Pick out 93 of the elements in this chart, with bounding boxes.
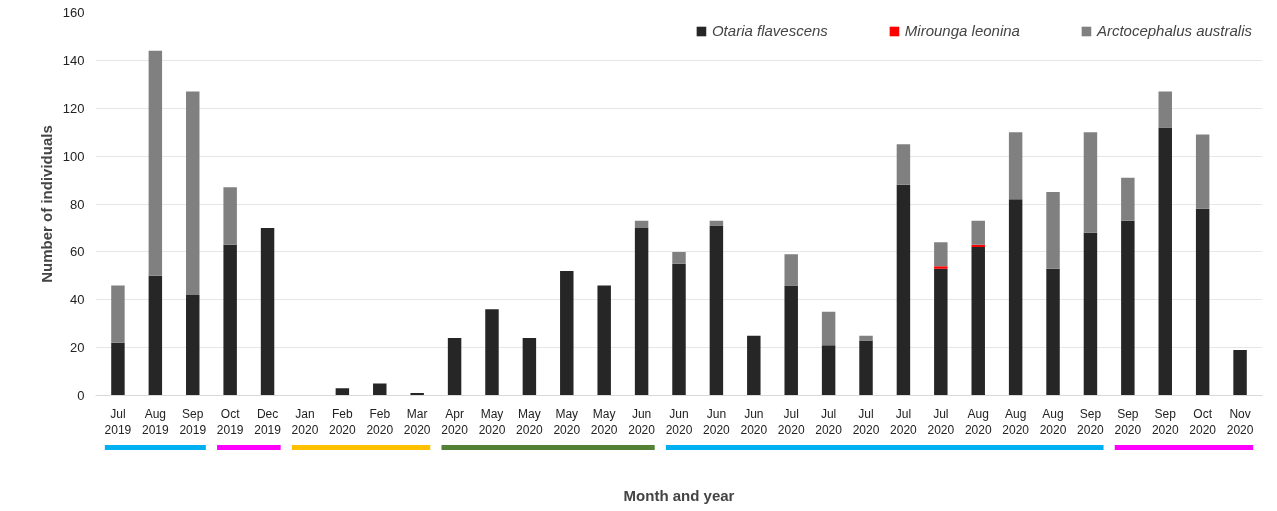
bar xyxy=(859,340,873,396)
x-tick-label: Jun 2020 xyxy=(628,406,656,438)
bar xyxy=(747,335,761,396)
bar xyxy=(260,227,275,396)
x-tick-label: May 2020 xyxy=(590,406,618,438)
x-tick-label: Oct 2020 xyxy=(1189,406,1217,438)
y-tick-label: 20 xyxy=(70,340,85,356)
bar xyxy=(896,184,911,396)
bar xyxy=(223,187,237,245)
bar xyxy=(1195,208,1210,396)
bar xyxy=(1121,220,1135,396)
bar xyxy=(672,251,686,264)
x-tick-label: Aug 2020 xyxy=(1002,406,1030,438)
x-tick-label: Jul 2020 xyxy=(890,406,918,438)
bar xyxy=(522,338,537,396)
bar xyxy=(1083,232,1098,396)
y-tick-label: 100 xyxy=(62,148,85,164)
bar xyxy=(634,220,649,228)
x-axis-title: Month and year xyxy=(623,486,735,504)
bar xyxy=(934,268,948,396)
bar xyxy=(447,338,462,396)
bar xyxy=(784,254,798,286)
bar xyxy=(1158,91,1172,128)
y-tick-label: 0 xyxy=(77,388,85,403)
x-tick-label: Dec 2019 xyxy=(254,406,282,438)
legend-label: Mirounga leonina xyxy=(904,22,1020,39)
bar xyxy=(148,50,163,276)
bar xyxy=(971,220,985,245)
bar xyxy=(1195,134,1210,209)
bar xyxy=(634,227,649,396)
x-tick-label: Jun 2020 xyxy=(703,406,731,438)
bar xyxy=(934,242,948,267)
bar xyxy=(373,383,387,396)
bar xyxy=(896,144,911,185)
x-tick-label: Sep 2020 xyxy=(1114,406,1142,438)
bar xyxy=(186,294,200,396)
x-tick-label: Aug 2019 xyxy=(142,406,170,438)
bar xyxy=(223,244,237,396)
x-tick-label: Feb 2020 xyxy=(329,406,357,438)
x-tick-label: Jul 2020 xyxy=(927,406,955,438)
bar xyxy=(560,271,574,396)
bar xyxy=(784,285,798,396)
y-tick-label: 40 xyxy=(70,292,85,308)
x-tick-label: May 2020 xyxy=(516,406,544,438)
bar xyxy=(597,285,611,396)
x-tick-label: Oct 2019 xyxy=(216,406,244,438)
bar xyxy=(821,345,836,396)
x-tick-label: Feb 2020 xyxy=(366,406,394,438)
bar xyxy=(148,275,163,396)
x-tick-label: Jul 2020 xyxy=(777,406,805,438)
legend-label: Arctocephalus australis xyxy=(1096,22,1252,39)
x-tick-label: Aug 2020 xyxy=(964,406,992,438)
x-tick-label: Jul 2020 xyxy=(852,406,880,438)
bar xyxy=(1121,177,1135,221)
y-tick-label: 160 xyxy=(62,5,85,20)
x-tick-label: Sep 2020 xyxy=(1151,406,1179,438)
bar xyxy=(186,91,200,295)
bar xyxy=(709,225,724,396)
bar xyxy=(111,342,125,396)
y-axis-title: Number of individuals xyxy=(37,125,55,283)
x-tick-label: Sep 2020 xyxy=(1077,406,1105,438)
x-tick-label: Jul 2020 xyxy=(815,406,843,438)
bar xyxy=(1008,199,1023,396)
y-tick-label: 120 xyxy=(62,100,85,116)
bar xyxy=(111,285,125,343)
bar xyxy=(1046,268,1060,396)
x-tick-label: May 2020 xyxy=(553,406,581,438)
bar xyxy=(1046,192,1060,269)
x-tick-label: Mar 2020 xyxy=(403,406,431,438)
bar xyxy=(335,388,350,396)
bar xyxy=(485,309,499,396)
x-tick-label: Nov 2020 xyxy=(1226,406,1254,438)
bar xyxy=(821,311,836,346)
bar xyxy=(672,263,686,396)
x-tick-label: Apr 2020 xyxy=(441,406,469,438)
bar xyxy=(1158,127,1172,396)
x-tick-label: Aug 2020 xyxy=(1039,406,1067,438)
y-tick-label: 80 xyxy=(70,196,85,212)
x-tick-label: Jul 2019 xyxy=(104,406,132,438)
y-tick-label: 140 xyxy=(62,52,85,68)
legend-label: Otaria flavescens xyxy=(711,22,828,39)
bar xyxy=(1233,350,1247,396)
bar xyxy=(934,266,948,269)
x-tick-label: Jun 2020 xyxy=(740,406,768,438)
bar xyxy=(1008,132,1023,200)
x-tick-label: May 2020 xyxy=(478,406,506,438)
bar xyxy=(709,220,724,226)
bar xyxy=(971,247,985,396)
y-tick-label: 60 xyxy=(70,244,85,260)
x-tick-label: Jun 2020 xyxy=(665,406,693,438)
x-tick-label: Jan 2020 xyxy=(291,406,319,438)
x-tick-label: Sep 2019 xyxy=(179,406,207,438)
bar xyxy=(1083,132,1098,233)
